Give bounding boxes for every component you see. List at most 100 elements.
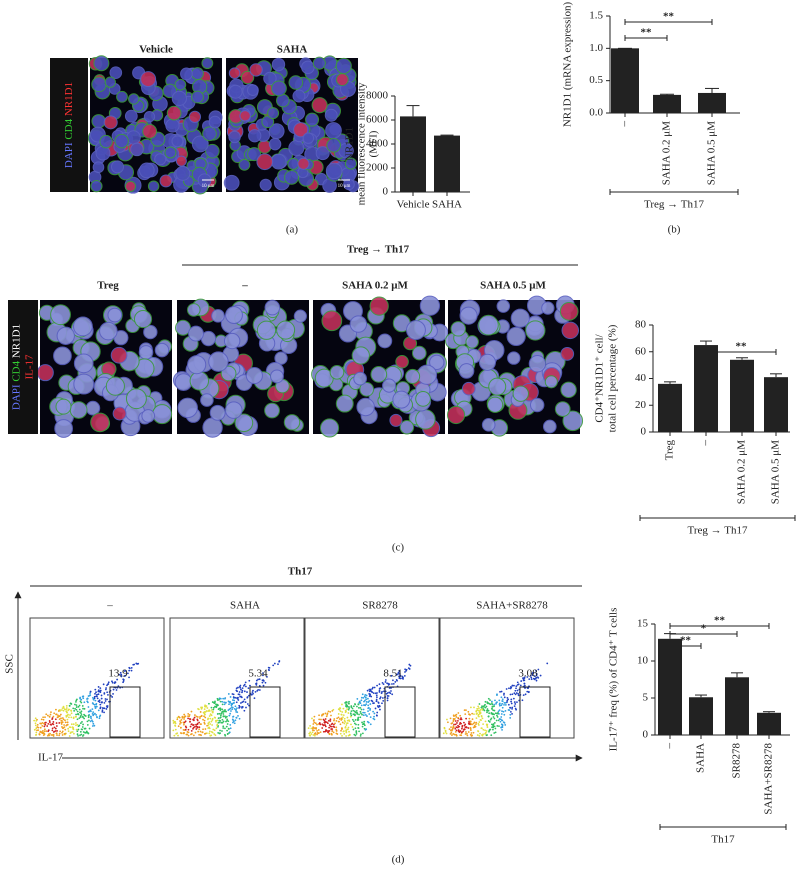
flow-event bbox=[246, 703, 249, 705]
flow-event bbox=[198, 726, 201, 729]
flow-event bbox=[78, 704, 81, 707]
flow-event bbox=[76, 698, 78, 701]
flow-event bbox=[58, 734, 61, 737]
flow-event bbox=[78, 717, 81, 720]
flow-event bbox=[500, 723, 503, 726]
cell bbox=[561, 321, 580, 340]
cell bbox=[335, 73, 349, 87]
flow-event bbox=[245, 706, 247, 709]
flow-event bbox=[488, 721, 491, 723]
flow-event bbox=[370, 699, 373, 702]
flow-event bbox=[463, 724, 466, 727]
flow-event bbox=[313, 715, 316, 718]
flow-event bbox=[527, 690, 530, 693]
flow-event bbox=[77, 712, 80, 715]
flow-event bbox=[339, 732, 342, 735]
flow-event bbox=[360, 708, 363, 711]
cell bbox=[270, 153, 287, 170]
bar bbox=[434, 135, 460, 192]
flow-event bbox=[346, 716, 349, 719]
flow-event bbox=[373, 715, 375, 718]
flow-event bbox=[344, 720, 347, 723]
flow-event bbox=[508, 687, 510, 690]
flow-event bbox=[51, 717, 54, 719]
cell bbox=[284, 169, 299, 185]
flow-event bbox=[479, 732, 481, 735]
cell bbox=[359, 381, 375, 397]
flow-event bbox=[227, 709, 230, 712]
flow-event bbox=[480, 727, 483, 730]
flow-event bbox=[66, 711, 68, 714]
flow-event bbox=[331, 730, 334, 733]
flow-event bbox=[492, 716, 495, 718]
flow-event bbox=[61, 731, 63, 734]
flow-event bbox=[463, 721, 465, 724]
flow-event bbox=[360, 704, 363, 707]
flow-event bbox=[81, 726, 84, 728]
flow-event bbox=[238, 707, 240, 709]
x-tick-label: SAHA 0.2 μM bbox=[736, 440, 748, 504]
flow-event bbox=[359, 706, 362, 709]
stain-legend-box bbox=[8, 300, 38, 434]
y-tick-label: 4000 bbox=[366, 138, 389, 150]
flow-event bbox=[509, 693, 512, 696]
flow-event bbox=[183, 716, 186, 719]
flow-event bbox=[220, 712, 223, 714]
flow-event bbox=[477, 724, 480, 726]
flow-event bbox=[229, 724, 232, 726]
flow-event bbox=[61, 734, 64, 736]
flow-event bbox=[227, 693, 230, 695]
flow-event bbox=[65, 705, 68, 707]
flow-event bbox=[366, 689, 369, 692]
flow-event bbox=[405, 668, 408, 671]
flow-event bbox=[213, 733, 216, 735]
flow-event bbox=[128, 669, 131, 672]
flow-event bbox=[76, 718, 79, 721]
flow-event bbox=[313, 732, 316, 735]
flow-event bbox=[498, 704, 501, 707]
flow-event bbox=[379, 687, 382, 689]
cell bbox=[166, 105, 182, 121]
cell bbox=[187, 355, 207, 375]
flow-event bbox=[204, 705, 207, 708]
flow-event bbox=[34, 722, 37, 725]
flow-event bbox=[356, 698, 359, 700]
gate-value: 5.34 bbox=[248, 668, 268, 680]
flow-event bbox=[92, 703, 95, 705]
flow-event bbox=[360, 696, 363, 699]
cell bbox=[488, 377, 507, 396]
flow-event bbox=[367, 704, 370, 707]
cell bbox=[344, 157, 358, 170]
flow-event bbox=[359, 716, 362, 719]
flow-event bbox=[106, 684, 108, 687]
flow-event bbox=[448, 728, 451, 731]
flow-event bbox=[212, 728, 215, 731]
flow-event bbox=[80, 712, 82, 715]
cell bbox=[325, 122, 342, 139]
flow-event bbox=[78, 708, 81, 711]
flow-event bbox=[128, 666, 131, 669]
flow-event bbox=[403, 674, 406, 677]
flow-event bbox=[326, 713, 329, 716]
flow-event bbox=[357, 727, 360, 730]
flow-event bbox=[232, 696, 235, 698]
flow-event bbox=[43, 730, 46, 733]
flow-event bbox=[58, 732, 61, 735]
flow-event bbox=[187, 728, 190, 731]
flow-event bbox=[128, 676, 130, 679]
flow-event bbox=[501, 724, 504, 727]
flow-event bbox=[60, 709, 63, 711]
flow-event bbox=[467, 731, 470, 733]
flow-event bbox=[397, 671, 400, 674]
flow-event bbox=[308, 734, 311, 737]
cell bbox=[510, 308, 530, 328]
flow-event bbox=[372, 710, 375, 713]
flow-event bbox=[484, 706, 487, 709]
flow-event bbox=[466, 734, 469, 737]
flow-event bbox=[76, 723, 79, 726]
flow-event bbox=[196, 726, 199, 729]
flow-event bbox=[75, 704, 78, 707]
flow-event bbox=[345, 735, 348, 737]
bar bbox=[400, 116, 426, 192]
flow-event bbox=[60, 717, 62, 720]
